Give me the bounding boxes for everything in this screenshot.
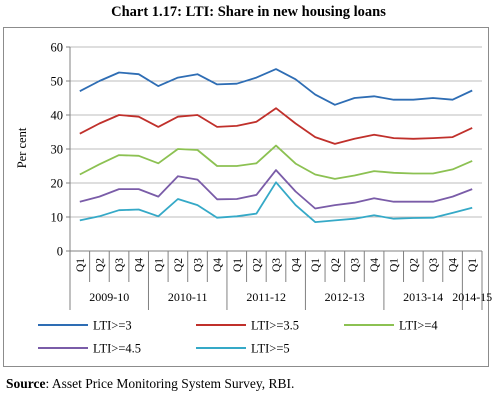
x-tick-label: Q1 [232,258,244,272]
y-tick-label: 10 [51,211,64,225]
x-group-label: 2013-14 [403,290,443,304]
y-axis: 0 10 20 30 40 50 60 [51,41,71,259]
x-tick-label: Q2 [173,258,185,272]
x-tick-label: Q4 [291,258,303,272]
y-tick-label: 20 [51,177,64,191]
series-line-3 [79,144,473,180]
source-label: Source [6,376,46,391]
x-tick-label: Q2 [408,258,420,272]
source-note: Source: Asset Price Monitoring System Su… [6,376,294,392]
y-tick-label: 60 [51,41,64,55]
y-tick-label: 40 [51,109,64,123]
legend-label: LTI>=5 [251,342,290,356]
chart-title: Chart 1.17: LTI: Share in new housing lo… [111,4,386,20]
x-tick-label: Q3 [114,258,126,272]
legend: LTI>=3 LTI>=3.5 LTI>=4 LTI>=4.5 LTI>=5 [38,319,438,356]
x-tick-label: Q3 [193,258,205,272]
chart-frame [3,27,489,367]
series-line-2 [79,107,473,145]
y-axis-label: Per cent [15,127,29,168]
x-tick-label: Q3 [349,258,361,272]
x-tick-label: Q4 [212,258,224,272]
x-group-label: 2012-13 [325,290,365,304]
series-lines [79,68,473,224]
x-tick-label: Q4 [134,258,146,272]
x-tick-label: Q2 [94,258,106,272]
x-tick-label: Q1 [310,258,322,272]
x-group-label: 2009-10 [89,290,129,304]
x-tick-label: Q1 [75,258,87,272]
x-tick-label: Q4 [369,258,381,272]
x-group-label: 2010-11 [168,290,208,304]
x-group-label: 2011-12 [246,290,286,304]
y-tick-label: 30 [51,143,64,157]
x-tick-label: Q3 [271,258,283,272]
y-tick-label: 50 [51,75,64,89]
x-tick-label: Q3 [428,258,440,272]
legend-label: LTI>=4.5 [93,342,141,356]
x-tick-label: Q1 [467,258,479,272]
series-line-1 [79,68,473,106]
legend-label: LTI>=3 [93,319,132,333]
x-axis: Q1 Q2 Q3 Q4 Q1 Q2 Q3 Q4 Q1 Q2 Q3 Q4 Q1 Q2 Q3 Q4 Q1 Q2 Q3 Q4… [69,251,492,310]
legend-label: LTI>=4 [399,319,438,333]
x-tick-label: Q4 [448,258,460,272]
legend-label: LTI>=3.5 [251,319,299,333]
series-line-5 [79,181,473,224]
x-tick-label: Q2 [330,258,342,272]
x-tick-label: Q1 [389,258,401,272]
x-tick-label: Q1 [153,258,165,272]
source-text: : Asset Price Monitoring System Survey, … [45,376,295,391]
gridlines [70,46,482,252]
y-tick-label: 0 [57,245,63,259]
x-group-label: 2014-15 [452,290,492,304]
x-tick-label: Q2 [251,258,263,272]
series-line-4 [79,169,473,210]
